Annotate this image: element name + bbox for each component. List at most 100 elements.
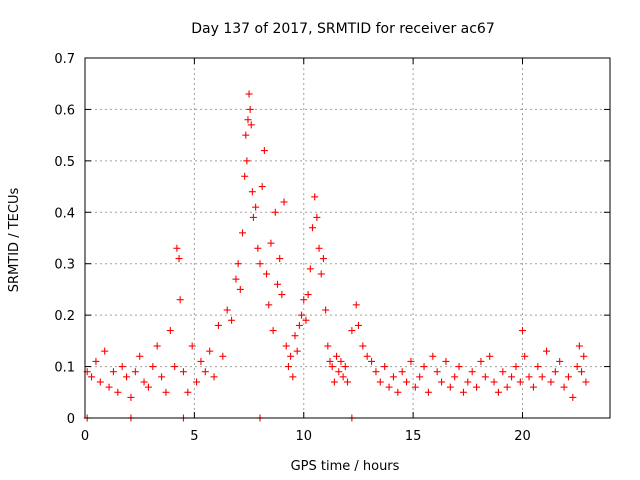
data-point xyxy=(560,383,568,391)
data-point xyxy=(193,378,201,386)
data-point xyxy=(131,368,139,376)
data-point xyxy=(326,357,334,365)
data-point xyxy=(569,393,577,401)
data-point xyxy=(407,357,415,365)
data-point xyxy=(256,260,264,268)
data-point xyxy=(188,342,196,350)
data-point xyxy=(438,378,446,386)
data-point xyxy=(293,347,301,355)
data-point xyxy=(519,327,526,335)
data-point xyxy=(243,157,251,165)
data-point xyxy=(420,363,428,371)
data-point xyxy=(278,291,286,299)
data-point xyxy=(459,388,467,396)
data-point xyxy=(547,378,555,386)
data-point xyxy=(247,121,255,129)
data-point xyxy=(96,378,104,386)
data-point xyxy=(508,373,516,381)
data-point xyxy=(363,352,371,360)
data-point xyxy=(184,388,192,396)
data-point xyxy=(575,342,583,350)
data-point xyxy=(173,244,181,252)
data-point xyxy=(468,368,476,376)
data-point xyxy=(201,368,209,376)
data-point xyxy=(242,131,250,139)
x-axis-label: GPS time / hours xyxy=(291,459,400,474)
data-point xyxy=(306,265,314,273)
data-point xyxy=(344,378,351,386)
data-point xyxy=(486,352,494,360)
data-point xyxy=(309,224,316,232)
data-point xyxy=(252,203,260,211)
y-tick-label: 0.5 xyxy=(54,155,75,170)
x-tick-label: 15 xyxy=(405,429,422,444)
data-point xyxy=(114,388,122,396)
data-point xyxy=(289,373,297,381)
data-point xyxy=(477,357,485,365)
data-point xyxy=(389,373,397,381)
data-point xyxy=(295,321,303,329)
axis-ticks: 0 0.1 0.2 0.3 0.4 0.5 0.6 0.7 0 5 10 15 20 xyxy=(54,52,610,444)
data-point xyxy=(214,321,222,329)
data-point xyxy=(153,342,161,350)
data-point xyxy=(140,378,148,386)
data-point xyxy=(118,363,126,371)
data-point xyxy=(499,368,507,376)
data-point xyxy=(512,363,520,371)
data-points xyxy=(83,90,590,422)
data-point xyxy=(171,363,179,371)
data-point xyxy=(179,368,187,376)
data-point xyxy=(144,383,152,391)
data-point xyxy=(372,368,380,376)
data-point xyxy=(166,327,174,335)
data-point xyxy=(219,352,227,360)
data-point xyxy=(254,244,262,252)
y-tick-label: 0.2 xyxy=(54,309,75,324)
data-point xyxy=(127,393,135,401)
x-tick-label: 20 xyxy=(514,429,531,444)
data-point xyxy=(162,388,170,396)
chart-title: Day 137 of 2017, SRMTID for receiver ac6… xyxy=(191,21,495,37)
data-point xyxy=(158,373,166,381)
data-point xyxy=(92,357,100,365)
data-point xyxy=(529,383,537,391)
data-point xyxy=(429,352,437,360)
data-point xyxy=(354,321,362,329)
data-point xyxy=(241,172,249,180)
data-point xyxy=(446,383,454,391)
data-point xyxy=(451,373,459,381)
data-point xyxy=(368,357,376,365)
data-point xyxy=(348,327,356,335)
data-point xyxy=(271,208,279,216)
data-point xyxy=(324,342,332,350)
data-point xyxy=(538,373,546,381)
data-point xyxy=(403,378,411,386)
x-tick-label: 5 xyxy=(190,429,198,444)
data-point xyxy=(263,270,271,278)
data-point xyxy=(302,316,310,324)
data-point xyxy=(464,378,472,386)
data-point xyxy=(398,368,406,376)
data-point xyxy=(175,255,183,263)
data-point xyxy=(232,275,240,283)
y-tick-label: 0.6 xyxy=(54,103,75,118)
data-point xyxy=(516,378,524,386)
data-point xyxy=(269,327,277,335)
data-point xyxy=(473,383,481,391)
data-point xyxy=(503,383,511,391)
data-point xyxy=(197,357,205,365)
data-point xyxy=(109,368,117,376)
data-point xyxy=(101,347,109,355)
data-point xyxy=(573,363,581,371)
data-point xyxy=(411,383,419,391)
data-point xyxy=(481,373,489,381)
data-point xyxy=(416,373,424,381)
data-point xyxy=(287,352,295,360)
data-point xyxy=(298,311,306,319)
data-point xyxy=(276,255,284,263)
data-point xyxy=(521,352,529,360)
data-point xyxy=(490,378,498,386)
y-tick-label: 0.1 xyxy=(54,361,75,376)
data-point xyxy=(313,213,321,221)
data-point xyxy=(304,291,312,299)
